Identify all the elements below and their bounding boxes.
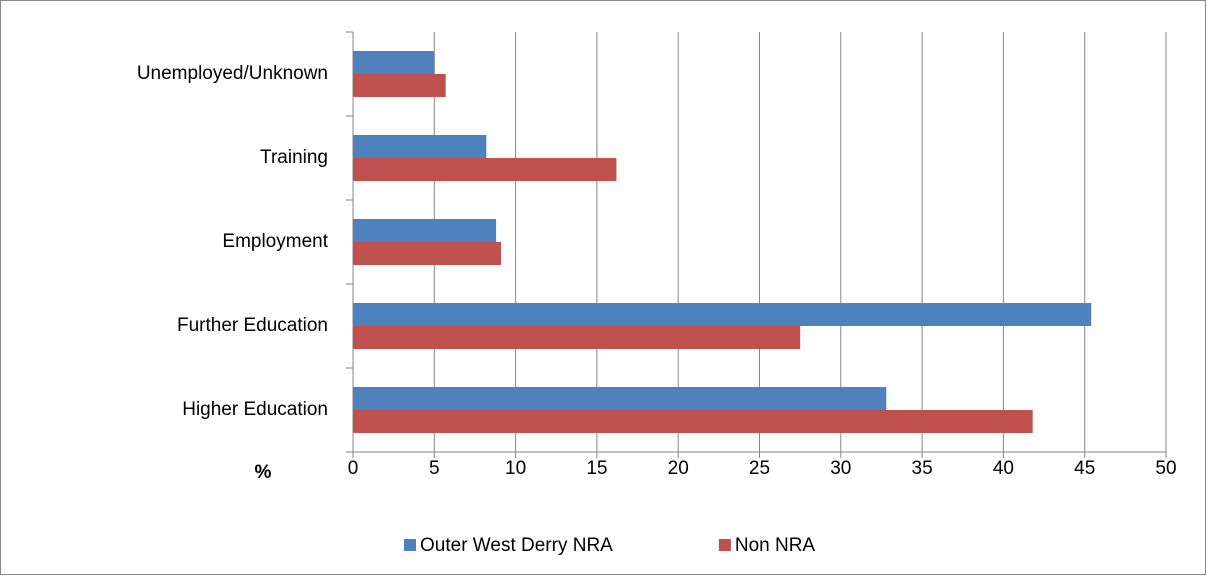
bar [353,326,801,349]
x-tick-label: 30 [830,458,851,479]
bar [353,242,501,265]
x-tick-label: 35 [912,458,933,479]
x-axis-label: % [255,462,272,483]
x-tick-label: 0 [348,458,359,479]
bar [353,303,1092,326]
bar [353,387,887,410]
bar [353,74,446,97]
y-tick-label: Further Education [177,315,328,336]
x-tick-label: 10 [505,458,526,479]
y-tick-label: Training [260,147,328,168]
y-tick-label: Higher Education [182,399,328,420]
bar [353,158,617,181]
x-tick-label: 25 [749,458,770,479]
x-tick-label: 45 [1074,458,1095,479]
x-tick-label: 5 [429,458,440,479]
legend-swatch [404,539,416,551]
x-tick-label: 50 [1155,458,1176,479]
y-tick-label: Unemployed/Unknown [137,63,328,84]
x-tick-label: 20 [668,458,689,479]
bar [353,410,1033,433]
legend-label: Non NRA [735,535,816,556]
bar [353,135,487,158]
x-tick-label: 40 [993,458,1014,479]
x-tick-label: 15 [586,458,607,479]
bar [353,219,497,242]
legend-label: Outer West Derry NRA [420,535,613,556]
bar [353,51,435,74]
y-tick-label: Employment [222,231,328,252]
legend-swatch [718,539,731,551]
